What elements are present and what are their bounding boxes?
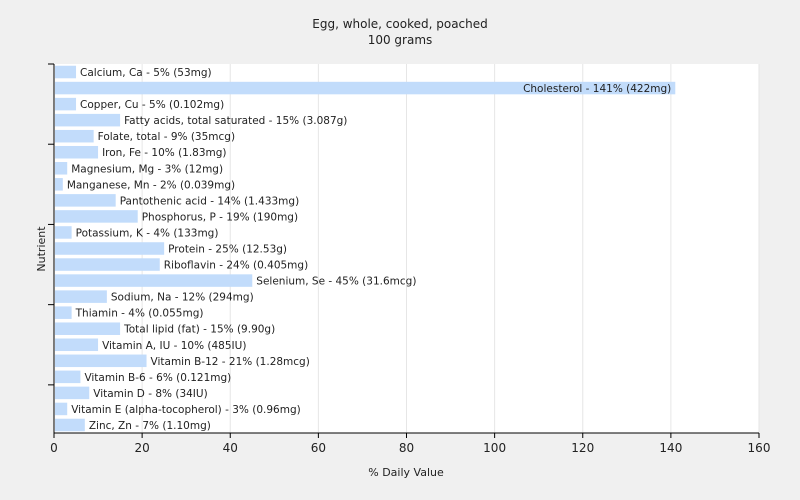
x-tick-label: 160 — [748, 441, 771, 455]
axes: 0 20 40 60 80 100 120 140 160 — [48, 63, 771, 455]
bar-label: Vitamin E (alpha-tocopherol) - 3% (0.96m… — [71, 404, 301, 416]
bar — [55, 65, 77, 79]
bar-label: Zinc, Zn - 7% (1.10mg) — [89, 420, 211, 432]
bar — [55, 162, 68, 175]
bar — [55, 322, 121, 335]
bar-label: Magnesium, Mg - 3% (12mg) — [71, 163, 223, 175]
bar-label: Total lipid (fat) - 15% (9.90g) — [123, 324, 275, 336]
x-tick-label: 80 — [399, 441, 414, 455]
x-tick-label: 0 — [50, 441, 58, 455]
bar-label: Phosphorus, P - 19% (190mg) — [142, 211, 298, 223]
bar — [55, 145, 99, 159]
bar — [55, 418, 85, 432]
x-tick-label: 20 — [134, 441, 149, 455]
bar-label: Thiamin - 4% (0.055mg) — [75, 308, 204, 320]
bar-label: Iron, Fe - 10% (1.83mg) — [102, 147, 226, 159]
bar — [55, 129, 94, 143]
bar-label: Potassium, K - 4% (133mg) — [76, 227, 219, 239]
bar-label: Vitamin D - 8% (34IU) — [93, 388, 207, 400]
bar — [55, 386, 90, 400]
bar — [55, 242, 165, 255]
bar-label: Selenium, Se - 45% (31.6mcg) — [256, 276, 416, 288]
bar — [55, 258, 160, 271]
bar-label: Calcium, Ca - 5% (53mg) — [80, 67, 212, 79]
chart-title: Egg, whole, cooked, poached — [312, 17, 488, 31]
bar-label: Vitamin A, IU - 10% (485IU) — [102, 340, 246, 352]
bar-label: Copper, Cu - 5% (0.102mg) — [80, 99, 224, 111]
bar — [55, 210, 138, 223]
bar — [55, 194, 116, 207]
bar — [55, 306, 72, 319]
bar-label: Fatty acids, total saturated - 15% (3.08… — [124, 115, 347, 127]
x-tick-label: 60 — [311, 441, 326, 455]
x-tick-label: 100 — [483, 441, 506, 455]
bar — [55, 338, 99, 352]
bars — [55, 65, 676, 432]
grid-lines — [141, 64, 760, 433]
bar-labels: Calcium, Ca - 5% (53mg) Cholesterol - 141… — [67, 67, 671, 432]
bar-label: Cholesterol - 141% (422mg) — [523, 83, 671, 95]
bar-label: Vitamin B-12 - 21% (1.28mcg) — [151, 356, 310, 368]
bar-label: Protein - 25% (12.53g) — [168, 244, 287, 256]
bar — [55, 226, 72, 239]
bar-label: Manganese, Mn - 2% (0.039mg) — [67, 179, 235, 191]
bar-label: Riboflavin - 24% (0.405mg) — [164, 260, 308, 272]
bar — [55, 274, 253, 287]
bar-label: Folate, total - 9% (35mcg) — [98, 131, 235, 143]
bar — [55, 370, 81, 384]
bar — [55, 354, 147, 368]
bar — [55, 81, 676, 95]
x-tick-label: 120 — [571, 441, 594, 455]
bar — [55, 402, 68, 416]
x-axis-title: % Daily Value — [368, 466, 444, 479]
bar-label: Pantothenic acid - 14% (1.433mg) — [120, 195, 299, 207]
bar — [55, 290, 107, 303]
x-tick-label: 40 — [223, 441, 238, 455]
chart-title-block: Egg, whole, cooked, poached 100 grams — [0, 16, 800, 48]
y-axis-title: Nutrient — [35, 226, 48, 272]
bar — [55, 97, 77, 111]
chart-subtitle: 100 grams — [367, 33, 433, 47]
bar-label: Sodium, Na - 12% (294mg) — [111, 292, 254, 304]
bar — [55, 178, 63, 191]
bar-label: Vitamin B-6 - 6% (0.121mg) — [84, 372, 231, 384]
x-tick-label: 140 — [659, 441, 682, 455]
bar — [55, 113, 121, 127]
